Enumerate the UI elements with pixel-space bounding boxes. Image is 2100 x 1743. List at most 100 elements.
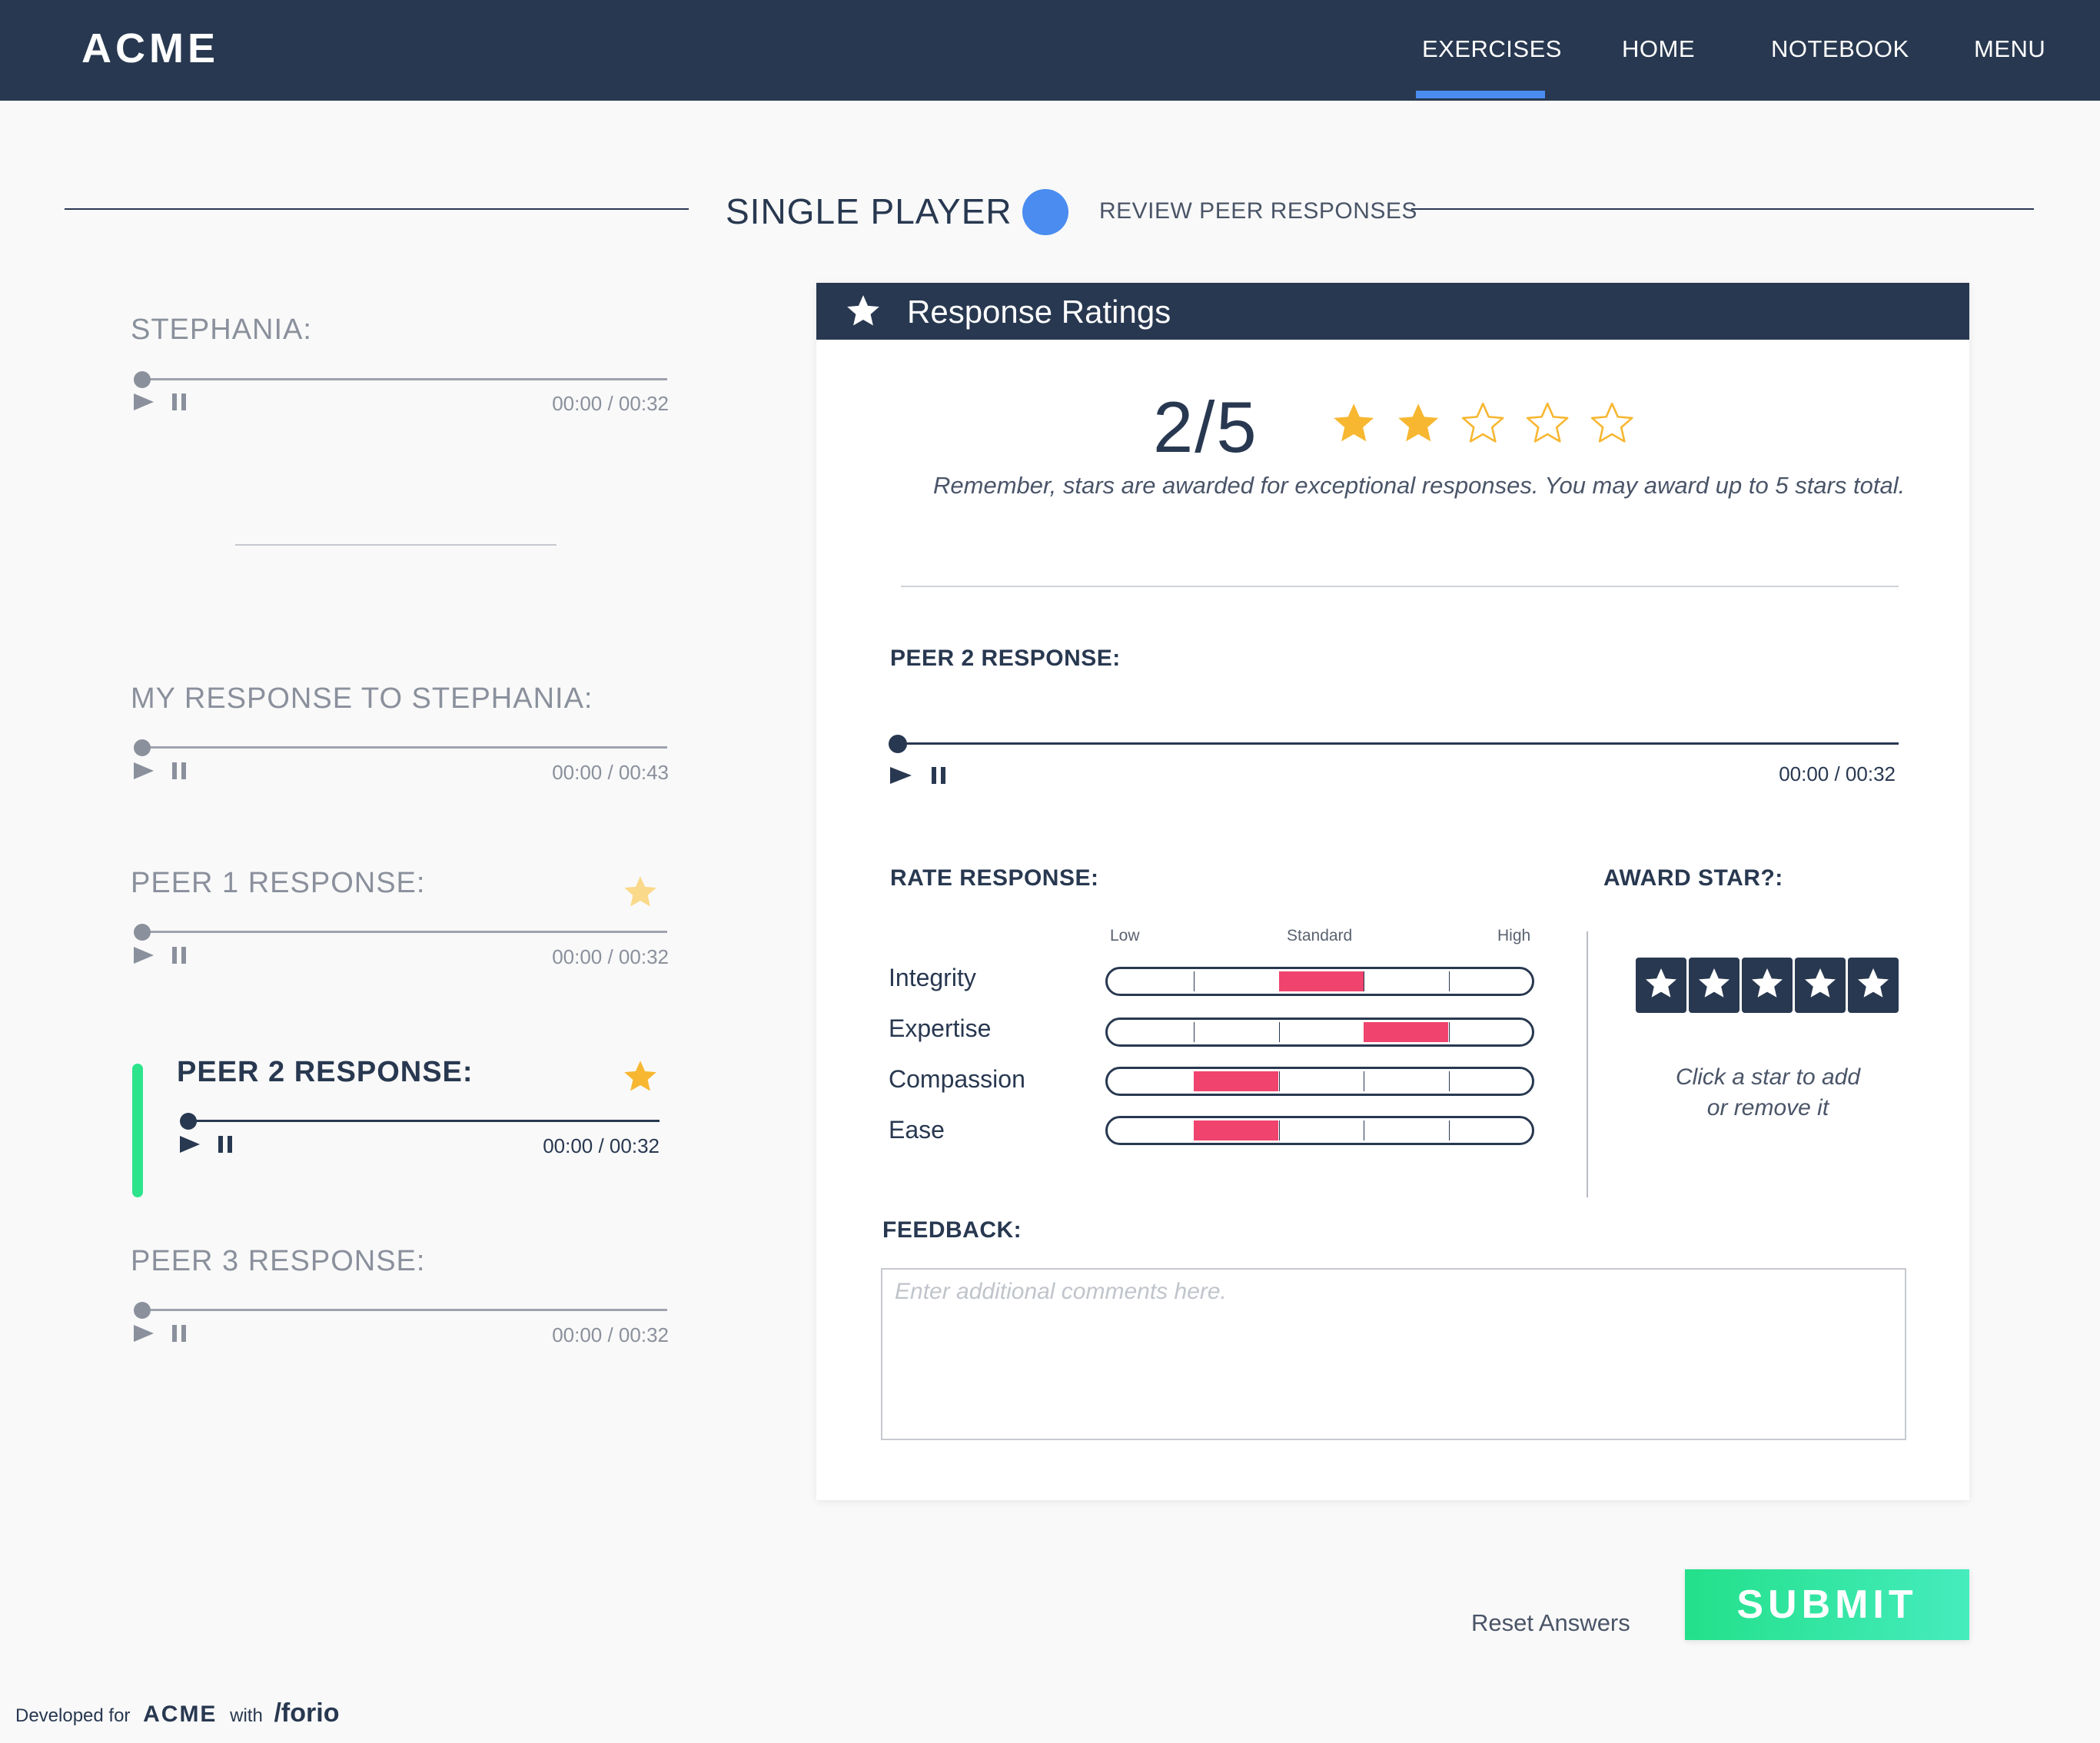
footer-developed-for: Developed for [15, 1705, 131, 1726]
pause-icon[interactable] [172, 947, 186, 964]
pause-icon[interactable] [172, 1325, 186, 1342]
footer-credit: Developed for ACME with /forio [15, 1698, 339, 1728]
rating-segment[interactable] [1109, 971, 1194, 991]
track-scrubber[interactable] [134, 1302, 151, 1319]
submit-button[interactable]: SUBMIT [1685, 1569, 1969, 1640]
scale-high-label: High [1497, 927, 1531, 945]
track-scrubber[interactable] [134, 739, 151, 756]
mode-title: SINGLE PLAYER [726, 191, 1012, 231]
criterion-label-ease: Ease [889, 1116, 945, 1144]
rating-segment[interactable] [1194, 971, 1278, 991]
play-icon[interactable] [890, 767, 912, 784]
track-time: 00:00 / 00:32 [552, 1323, 669, 1346]
rating-slider-ease[interactable] [1105, 1116, 1534, 1145]
nav-exercises[interactable]: EXERCISES [1422, 35, 1562, 62]
star-icon [624, 1061, 656, 1091]
brand-logo[interactable]: ACME [81, 25, 219, 71]
rating-slider-integrity[interactable] [1105, 967, 1534, 996]
track-scrubber[interactable] [180, 1113, 197, 1130]
award-star-button-3[interactable] [1742, 958, 1793, 1013]
play-icon[interactable] [134, 393, 154, 410]
section-divider [235, 544, 557, 546]
star-icon [1699, 968, 1730, 998]
pause-icon[interactable] [218, 1136, 232, 1153]
pause-icon[interactable] [932, 767, 945, 784]
play-icon[interactable] [180, 1136, 200, 1153]
pause-icon[interactable] [172, 393, 186, 410]
award-star-button-5[interactable] [1848, 958, 1899, 1013]
peer-scrubber[interactable] [889, 735, 907, 753]
peer-response-title: PEER 2 RESPONSE: [890, 646, 1121, 671]
track-title: PEER 2 RESPONSE: [177, 1056, 473, 1088]
track-time: 00:00 / 00:43 [552, 761, 669, 784]
peer-progress-bar[interactable] [901, 742, 1899, 745]
star-filled-icon [1398, 403, 1439, 442]
track-progress-bar[interactable] [141, 931, 667, 933]
track-scrubber[interactable] [134, 371, 151, 388]
rating-slider-compassion[interactable] [1105, 1067, 1534, 1096]
rate-response-label: RATE RESPONSE: [890, 865, 1099, 891]
rating-segment[interactable] [1109, 1071, 1194, 1091]
rating-segment[interactable] [1364, 1071, 1448, 1091]
audio-track-peer-2[interactable]: PEER 2 RESPONSE: 00:00 / 00:32 [177, 1056, 660, 1164]
rating-segment[interactable] [1448, 1071, 1532, 1091]
audio-track-peer-3: PEER 3 RESPONSE: 00:00 / 00:32 [131, 1245, 669, 1353]
rating-slider-expertise[interactable] [1105, 1018, 1534, 1047]
track-title: MY RESPONSE TO STEPHANIA: [131, 682, 593, 715]
nav-notebook[interactable]: NOTEBOOK [1771, 35, 1909, 62]
star-filled-icon [1334, 403, 1374, 442]
rating-segment[interactable] [1278, 1022, 1364, 1042]
audio-track-my-response: MY RESPONSE TO STEPHANIA: 00:00 / 00:43 [131, 682, 669, 790]
award-star-button-2[interactable] [1689, 958, 1739, 1013]
play-icon[interactable] [134, 1325, 154, 1342]
track-time: 00:00 / 00:32 [543, 1134, 660, 1157]
track-progress-bar[interactable] [141, 746, 667, 749]
track-time: 00:00 / 00:32 [552, 392, 669, 415]
criterion-label-integrity: Integrity [889, 964, 976, 991]
track-progress-bar[interactable] [141, 1309, 667, 1311]
rating-selected-segment [1194, 1120, 1279, 1140]
nav-menu[interactable]: MENU [1974, 35, 2046, 62]
star-icon [1646, 968, 1676, 998]
track-progress-bar[interactable] [141, 378, 667, 380]
rating-segment[interactable] [1448, 1022, 1532, 1042]
award-star-picker[interactable] [1636, 958, 1900, 1013]
award-star-button-1[interactable] [1636, 958, 1686, 1013]
nav-home[interactable]: HOME [1622, 35, 1695, 62]
track-title: STEPHANIA: [131, 314, 312, 346]
mode-next-step[interactable]: REVIEW PEER RESPONSES [1099, 198, 1417, 224]
rating-segment[interactable] [1194, 1022, 1278, 1042]
score-star-rating [1334, 402, 1633, 443]
star-icon [1752, 968, 1783, 998]
star-icon [1805, 968, 1836, 998]
rating-segment[interactable] [1109, 1022, 1194, 1042]
rating-segment[interactable] [1448, 971, 1532, 991]
peer-time: 00:00 / 00:32 [1779, 762, 1896, 785]
star-outline-icon [1526, 402, 1569, 443]
rating-segment[interactable] [1364, 971, 1448, 991]
track-progress-bar[interactable] [188, 1120, 660, 1122]
reset-answers-link[interactable]: Reset Answers [1471, 1609, 1630, 1636]
footer-with: with [230, 1705, 263, 1726]
rating-selected-segment [1278, 971, 1364, 991]
play-icon[interactable] [134, 947, 154, 964]
rating-segment[interactable] [1109, 1120, 1194, 1140]
header-rule-right [1411, 208, 2034, 210]
rating-segment[interactable] [1364, 1120, 1448, 1140]
track-scrubber[interactable] [134, 924, 151, 941]
star-outline-icon [1590, 402, 1633, 443]
award-hint-line-1: Click a star to add [1675, 1064, 1861, 1090]
footer-partner-logo[interactable]: /forio [274, 1698, 340, 1728]
track-time: 00:00 / 00:32 [552, 945, 669, 968]
rating-segment[interactable] [1278, 1120, 1364, 1140]
mode-progress-dot[interactable] [1022, 189, 1068, 235]
play-icon[interactable] [134, 762, 154, 779]
award-hint-line-2: or remove it [1706, 1095, 1829, 1120]
feedback-input[interactable] [882, 1270, 1905, 1439]
header-rule-left [65, 208, 689, 210]
award-star-button-4[interactable] [1795, 958, 1846, 1013]
rating-segment[interactable] [1278, 1071, 1364, 1091]
pause-icon[interactable] [172, 762, 186, 779]
rating-segment[interactable] [1448, 1120, 1532, 1140]
footer-brand: ACME [143, 1702, 218, 1727]
